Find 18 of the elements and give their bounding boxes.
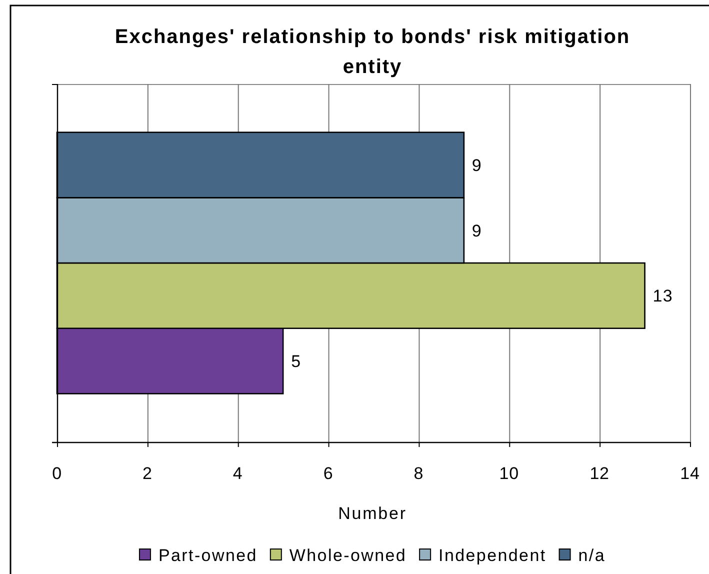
legend-label: Part-owned <box>158 546 258 565</box>
x-tick-label: 14 <box>680 464 700 483</box>
x-axis-title: Number <box>338 504 407 523</box>
x-tick-label: 4 <box>232 464 243 483</box>
x-tick-label: 12 <box>590 464 610 483</box>
x-tick-label: 2 <box>142 464 152 483</box>
legend-label: Independent <box>438 546 546 565</box>
x-tick-label: 10 <box>499 464 519 483</box>
legend-label: Whole-owned <box>289 546 407 565</box>
chart-title: Exchanges' relationship to bonds' risk mitigation entity <box>114 26 630 78</box>
data-label: 9 <box>472 156 482 175</box>
data-label: 9 <box>472 221 482 240</box>
x-tick-label: 0 <box>52 464 62 483</box>
data-label: 5 <box>291 352 302 371</box>
x-tick-label: 6 <box>323 464 334 483</box>
legend-label: n/a <box>578 546 606 565</box>
x-tick-label: 8 <box>414 464 424 483</box>
data-label: 13 <box>652 286 673 306</box>
